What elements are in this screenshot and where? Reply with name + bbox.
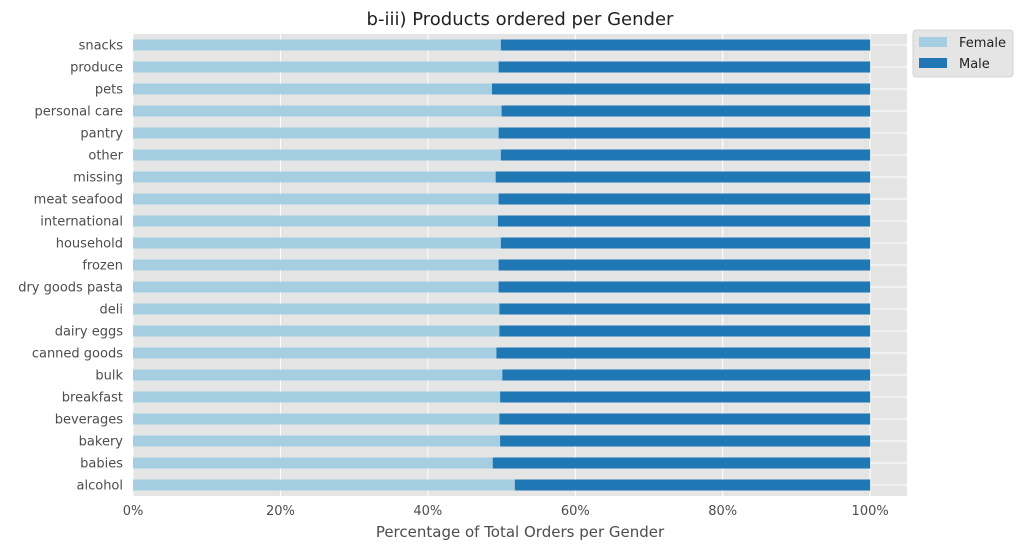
legend-label-female: Female — [959, 36, 1006, 51]
y-tick-label-beverages: beverages — [55, 413, 124, 428]
y-tick-label-snacks: snacks — [79, 39, 124, 54]
bar-male-international — [497, 215, 871, 227]
y-tick-label-deli: deli — [100, 303, 123, 318]
bar-female-alcohol — [133, 479, 515, 491]
bar-female-bakery — [133, 435, 501, 447]
bar-female-dry-goods-pasta — [133, 281, 499, 293]
bar-male-missing — [495, 171, 871, 183]
bar-male-frozen — [498, 259, 871, 271]
legend-swatch-male — [919, 58, 947, 68]
bar-male-produce — [498, 61, 871, 73]
bar-male-dairy-eggs — [499, 325, 871, 337]
bar-female-deli — [133, 303, 500, 315]
y-tick-label-breakfast: breakfast — [62, 391, 123, 406]
bar-male-alcohol — [514, 479, 871, 491]
bar-male-dry-goods-pasta — [498, 281, 871, 293]
bar-male-pantry — [498, 127, 871, 139]
y-tick-label-personal-care: personal care — [35, 105, 123, 120]
y-tick-label-dairy-eggs: dairy eggs — [55, 325, 124, 340]
y-tick-label-dry-goods-pasta: dry goods pasta — [18, 281, 123, 296]
x-axis-tick-labels: 0% 20% 40% 60% 80% 100% — [123, 504, 889, 519]
legend-swatch-female — [919, 37, 947, 47]
bar-male-bakery — [500, 435, 871, 447]
bar-female-missing — [133, 171, 496, 183]
bar-male-personal-care — [501, 105, 871, 117]
y-tick-label-canned-goods: canned goods — [32, 347, 123, 362]
legend: Female Male — [912, 29, 1014, 78]
bar-male-meat-seafood — [498, 193, 871, 205]
x-tick-label: 60% — [561, 504, 590, 519]
bar-male-babies — [492, 457, 871, 469]
bar-male-breakfast — [500, 391, 871, 403]
bars — [133, 39, 871, 491]
bar-female-snacks — [133, 39, 501, 51]
bar-male-canned-goods — [496, 347, 871, 359]
x-tick-label: 20% — [266, 504, 295, 519]
bar-male-household — [500, 237, 871, 249]
bar-female-babies — [133, 457, 493, 469]
bar-female-international — [133, 215, 498, 227]
bar-male-snacks — [500, 39, 871, 51]
y-tick-label-international: international — [40, 215, 123, 230]
y-axis-tick-labels: alcohol babies bakery beverages breakfast bul… — [18, 39, 123, 494]
y-tick-label-alcohol: alcohol — [77, 479, 123, 494]
y-tick-label-bakery: bakery — [79, 435, 124, 450]
bar-female-produce — [133, 61, 499, 73]
bar-male-deli — [499, 303, 871, 315]
bar-female-other — [133, 149, 501, 161]
bar-female-beverages — [133, 413, 500, 425]
y-tick-label-pets: pets — [95, 83, 123, 98]
bar-male-bulk — [502, 369, 871, 381]
bar-male-beverages — [499, 413, 871, 425]
bar-female-pantry — [133, 127, 499, 139]
y-tick-label-other: other — [88, 149, 123, 164]
bar-female-personal-care — [133, 105, 502, 117]
bar-female-household — [133, 237, 501, 249]
y-tick-label-missing: missing — [73, 171, 123, 186]
y-tick-label-meat-seafood: meat seafood — [34, 193, 123, 208]
bar-female-bulk — [133, 369, 503, 381]
bar-male-other — [500, 149, 871, 161]
x-tick-label: 80% — [708, 504, 737, 519]
y-tick-label-produce: produce — [70, 61, 123, 76]
y-tick-label-babies: babies — [80, 457, 123, 472]
y-tick-label-frozen: frozen — [82, 259, 123, 274]
legend-label-male: Male — [959, 57, 990, 72]
bar-female-meat-seafood — [133, 193, 499, 205]
y-tick-label-pantry: pantry — [80, 127, 123, 142]
bar-female-pets — [133, 83, 492, 95]
bar-male-pets — [491, 83, 871, 95]
bar-female-breakfast — [133, 391, 501, 403]
x-tick-label: 100% — [852, 504, 889, 519]
x-tick-label: 40% — [413, 504, 442, 519]
bar-female-canned-goods — [133, 347, 497, 359]
bar-female-frozen — [133, 259, 499, 271]
chart-title: b-iii) Products ordered per Gender — [367, 9, 674, 30]
bar-female-dairy-eggs — [133, 325, 500, 337]
x-tick-label: 0% — [123, 504, 144, 519]
y-tick-label-bulk: bulk — [95, 369, 123, 384]
x-axis-label: Percentage of Total Orders per Gender — [376, 523, 665, 541]
y-tick-label-household: household — [56, 237, 123, 252]
